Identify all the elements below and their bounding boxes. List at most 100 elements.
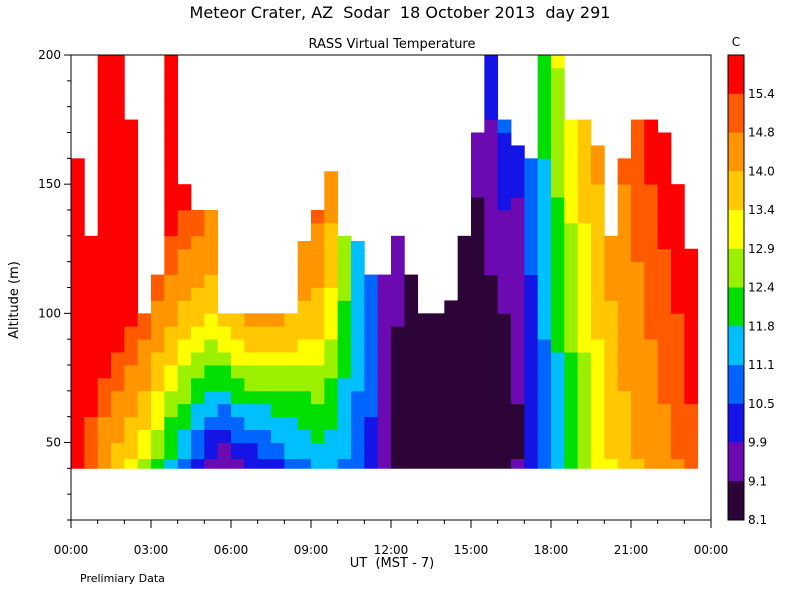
heatmap-cell bbox=[524, 274, 539, 288]
heatmap-cell bbox=[671, 326, 685, 340]
heatmap-cell bbox=[457, 274, 472, 288]
heatmap-cell bbox=[337, 390, 352, 405]
heatmap-cell bbox=[164, 274, 179, 288]
heatmap-cell bbox=[684, 352, 699, 366]
heatmap-cell bbox=[164, 158, 179, 172]
heatmap-cell bbox=[177, 313, 192, 327]
heatmap-cell bbox=[151, 416, 165, 430]
heatmap-cell bbox=[124, 458, 139, 469]
heatmap-cell bbox=[244, 313, 259, 327]
heatmap-cell bbox=[391, 429, 405, 443]
heatmap-cell bbox=[631, 365, 645, 379]
heatmap-cell bbox=[537, 184, 552, 198]
heatmap-cell bbox=[537, 326, 552, 340]
heatmap-cell bbox=[364, 339, 379, 353]
heatmap-cell bbox=[644, 390, 659, 405]
heatmap-cell bbox=[204, 248, 219, 263]
heatmap-cell bbox=[511, 377, 525, 392]
heatmap-cell bbox=[297, 261, 312, 275]
heatmap-cell bbox=[417, 458, 432, 469]
heatmap-cell bbox=[511, 300, 525, 314]
heatmap-cell bbox=[244, 458, 259, 469]
heatmap-cell bbox=[537, 67, 552, 82]
heatmap-cell bbox=[631, 377, 645, 392]
heatmap-cell bbox=[644, 222, 659, 237]
heatmap-cell bbox=[337, 313, 352, 327]
heatmap-cell bbox=[564, 145, 579, 159]
heatmap-cell bbox=[257, 365, 272, 379]
heatmap-cell bbox=[137, 339, 152, 353]
heatmap-cell bbox=[84, 416, 99, 430]
heatmap-cell bbox=[71, 442, 85, 460]
heatmap-cell bbox=[97, 210, 112, 224]
heatmap-cell bbox=[124, 416, 139, 430]
heatmap-cell bbox=[324, 210, 339, 224]
heatmap-cell bbox=[604, 403, 619, 418]
heatmap-cell bbox=[471, 352, 485, 366]
heatmap-cell bbox=[71, 339, 85, 353]
heatmap-cell bbox=[591, 442, 605, 460]
heatmap-cell bbox=[471, 158, 485, 172]
heatmap-cell bbox=[391, 274, 405, 288]
heatmap-cell bbox=[497, 222, 512, 237]
heatmap-cell bbox=[551, 197, 565, 211]
heatmap-cell bbox=[311, 416, 325, 430]
heatmap-cell bbox=[551, 80, 565, 95]
heatmap-cell bbox=[111, 158, 125, 172]
heatmap-cell bbox=[657, 390, 672, 405]
heatmap-cell bbox=[564, 313, 579, 327]
heatmap-cell bbox=[644, 442, 659, 460]
heatmap-cell bbox=[124, 287, 139, 301]
heatmap-cell bbox=[551, 55, 565, 69]
heatmap-cell bbox=[97, 352, 112, 366]
heatmap-cell bbox=[417, 365, 432, 379]
heatmap-cell bbox=[551, 416, 565, 430]
heatmap-cell bbox=[297, 429, 312, 443]
heatmap-cell bbox=[391, 235, 405, 250]
heatmap-cell bbox=[471, 300, 485, 314]
heatmap-cell bbox=[457, 429, 472, 443]
heatmap-cell bbox=[177, 197, 192, 211]
heatmap-cell bbox=[311, 326, 325, 340]
heatmap-cell bbox=[84, 287, 99, 301]
heatmap-cell bbox=[244, 326, 259, 340]
heatmap-cell bbox=[417, 377, 432, 392]
heatmap-cell bbox=[151, 390, 165, 405]
heatmap-cell bbox=[524, 235, 539, 250]
heatmap-cell bbox=[404, 377, 419, 392]
heatmap-cell bbox=[391, 442, 405, 460]
heatmap-cell bbox=[177, 287, 192, 301]
heatmap-cell bbox=[417, 313, 432, 327]
heatmap-cell bbox=[177, 222, 192, 237]
heatmap-cell bbox=[457, 403, 472, 418]
heatmap-cell bbox=[497, 458, 512, 469]
heatmap-cell bbox=[391, 313, 405, 327]
heatmap-cell bbox=[124, 352, 139, 366]
heatmap-cell bbox=[657, 326, 672, 340]
y-axis: 50 100 150 200 bbox=[38, 48, 71, 521]
heatmap-cell bbox=[484, 132, 499, 146]
heatmap-cell bbox=[391, 339, 405, 353]
x-tick-label: 00:00 bbox=[54, 543, 89, 557]
heatmap-cell bbox=[244, 377, 259, 392]
heatmap-cell bbox=[537, 458, 552, 469]
heatmap-cell bbox=[337, 261, 352, 275]
heatmap-cell bbox=[204, 313, 219, 327]
heatmap-cell bbox=[577, 171, 592, 185]
colorbar-label: 12.4 bbox=[748, 281, 775, 295]
heatmap-cell bbox=[97, 300, 112, 314]
heatmap-cell bbox=[644, 458, 659, 469]
heatmap-cell bbox=[137, 326, 152, 340]
heatmap-cell bbox=[617, 210, 632, 224]
heatmap-cell bbox=[471, 390, 485, 405]
heatmap-cell bbox=[631, 222, 645, 237]
heatmap-cell bbox=[124, 261, 139, 275]
heatmap-cell bbox=[151, 429, 165, 443]
heatmap-cell bbox=[457, 339, 472, 353]
colorbar-swatch bbox=[728, 287, 744, 327]
heatmap-cell bbox=[84, 300, 99, 314]
colorbar-labels: 15.4 14.8 14.0 13.4 12.9 12.4 11.8 11.1 10.5 9.9 9… bbox=[748, 87, 775, 527]
heatmap-cell bbox=[271, 403, 285, 418]
heatmap-cell bbox=[164, 429, 179, 443]
heatmap-cell bbox=[164, 458, 179, 469]
